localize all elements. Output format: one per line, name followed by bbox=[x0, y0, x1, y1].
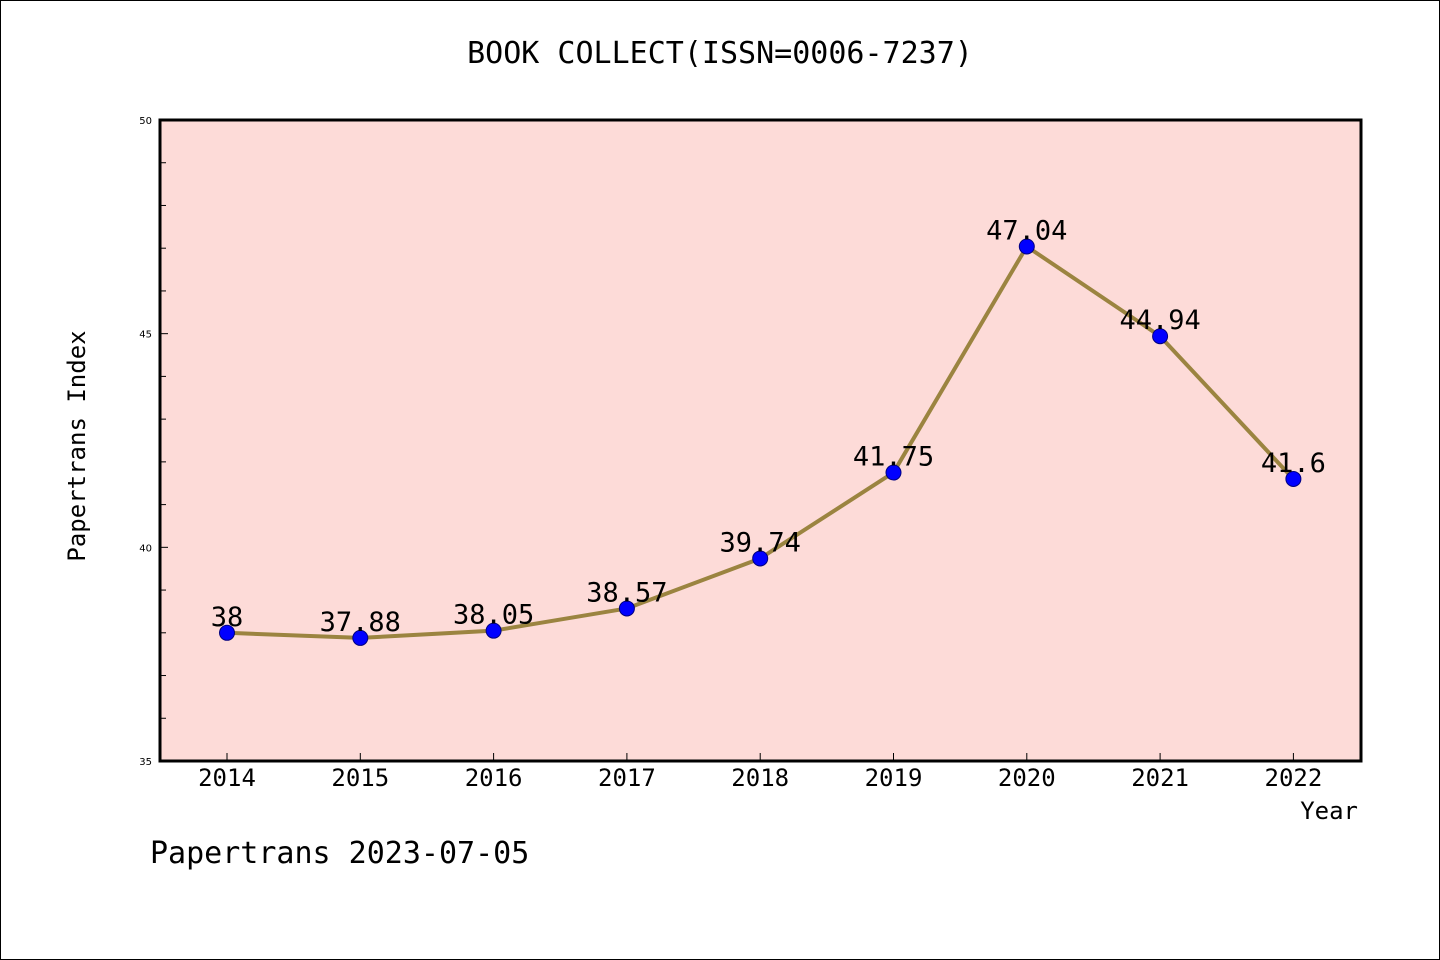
data-point bbox=[219, 624, 235, 641]
data-label: 37.88 bbox=[320, 607, 401, 638]
x-tick-label: 2020 bbox=[998, 764, 1056, 792]
chart-title: BOOK COLLECT(ISSN=0006-7237) bbox=[467, 36, 973, 71]
data-label: 44.94 bbox=[1119, 305, 1200, 336]
x-tick-label: 2016 bbox=[465, 764, 523, 792]
data-label: 41.6 bbox=[1261, 448, 1326, 479]
x-tick-label: 2021 bbox=[1131, 764, 1189, 792]
data-point bbox=[1285, 470, 1302, 487]
data-point bbox=[885, 464, 902, 481]
footer-note: Papertrans 2023-07-05 bbox=[150, 836, 530, 871]
x-tick-label: 2015 bbox=[331, 764, 389, 792]
plot-area bbox=[160, 120, 1361, 761]
data-point bbox=[352, 629, 369, 646]
data-label: 41.75 bbox=[853, 442, 934, 473]
data-label: 39.74 bbox=[720, 527, 801, 558]
x-tick-label: 2022 bbox=[1265, 764, 1323, 792]
data-point bbox=[1018, 238, 1035, 255]
y-tick-label: 40 bbox=[139, 543, 152, 554]
data-point bbox=[752, 550, 769, 567]
x-tick-label: 2018 bbox=[731, 764, 789, 792]
x-tick-label: 2019 bbox=[865, 764, 923, 792]
data-label: 38.05 bbox=[453, 600, 534, 631]
data-point bbox=[618, 600, 635, 617]
y-tick-label: 35 bbox=[139, 757, 152, 768]
data-point bbox=[485, 622, 502, 639]
x-tick-label: 2017 bbox=[598, 764, 656, 792]
data-label: 38.57 bbox=[586, 577, 667, 608]
x-axis-label: Year bbox=[1300, 797, 1358, 825]
data-label: 38 bbox=[211, 602, 244, 633]
data-point bbox=[1152, 328, 1169, 345]
plot-border bbox=[158, 118, 1363, 763]
x-tick-label: 2014 bbox=[198, 764, 256, 792]
data-label: 47.04 bbox=[986, 215, 1067, 246]
y-tick-label: 50 bbox=[139, 116, 152, 127]
y-tick-label: 45 bbox=[139, 330, 152, 341]
